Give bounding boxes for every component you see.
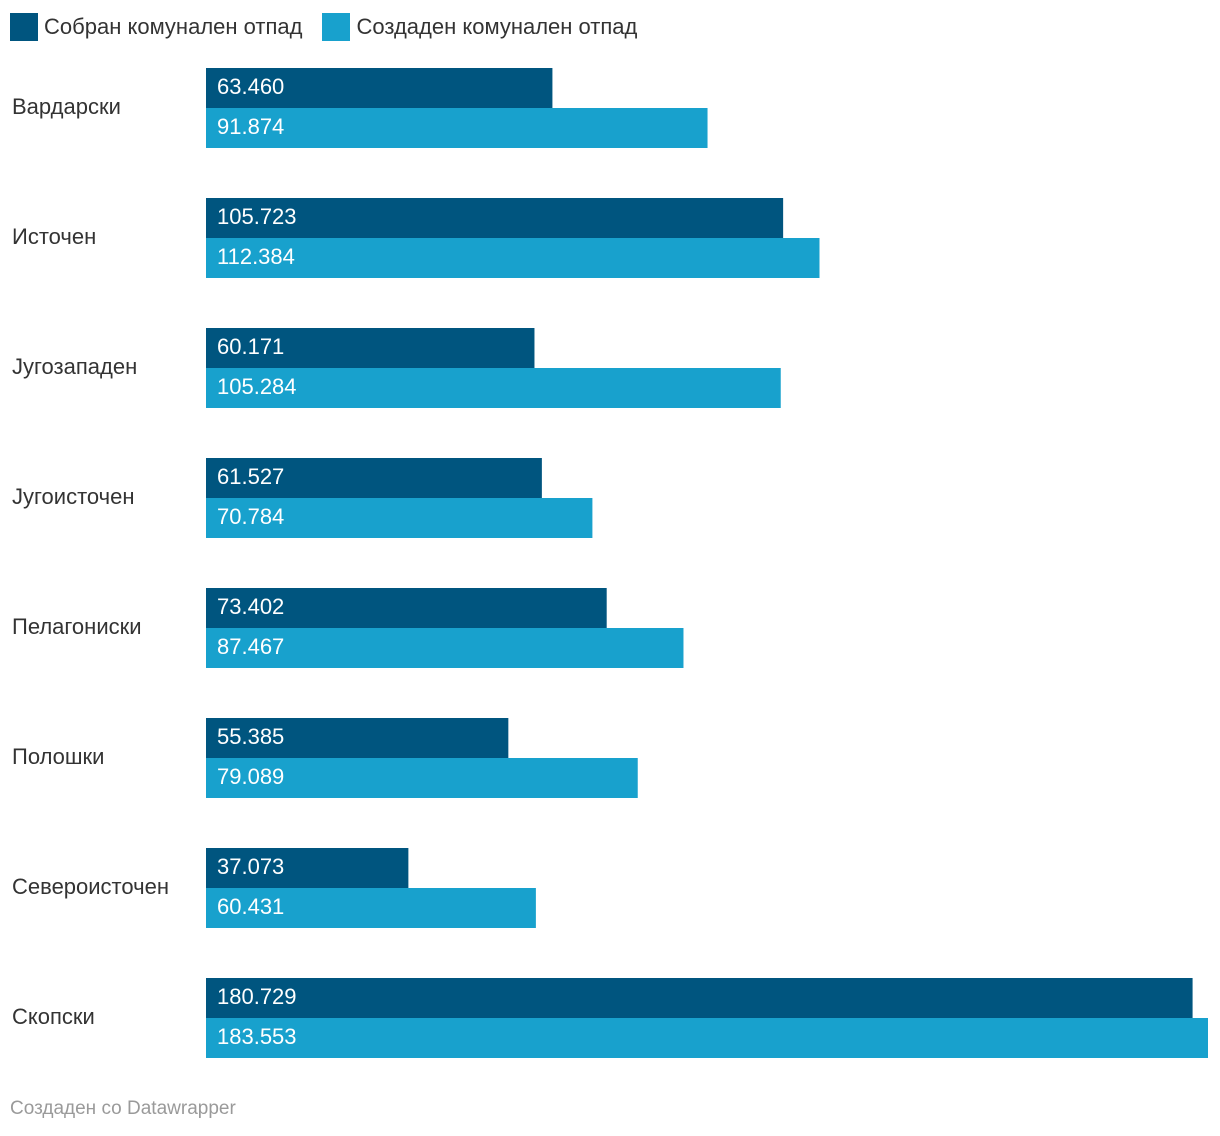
value-label-collected: 37.073	[217, 854, 284, 879]
bar-collected	[206, 718, 509, 758]
bar-generated	[206, 888, 536, 928]
category-label: Скопски	[12, 1004, 95, 1029]
bar-collected	[206, 458, 542, 498]
value-label-generated: 87.467	[217, 634, 284, 659]
value-label-generated: 91.874	[217, 114, 284, 139]
value-label-collected: 63.460	[217, 74, 284, 99]
bar-collected	[206, 198, 784, 238]
bar-generated	[206, 368, 781, 408]
value-label-generated: 60.431	[217, 894, 284, 919]
bar-collected	[206, 588, 607, 628]
value-label-generated: 112.384	[217, 244, 295, 269]
category-label: Источен	[12, 224, 96, 249]
legend: Собран комунален отпад Создаден комунале…	[10, 12, 657, 42]
value-label-collected: 61.527	[217, 464, 284, 489]
bar-generated	[206, 628, 684, 668]
legend-swatch-generated	[322, 13, 351, 41]
bar-chart: Вардарски 63.460 91.874 Источен 105.723 112.3…	[12, 68, 1208, 1058]
category-label: Североисточен	[12, 874, 169, 899]
bar-generated	[206, 238, 820, 278]
category-label: Вардарски	[12, 94, 121, 119]
bar-generated	[206, 1018, 1208, 1058]
category-label: Полошки	[12, 744, 104, 769]
bar-generated	[206, 758, 638, 798]
value-label-generated: 105.284	[217, 374, 297, 399]
value-label-generated: 79.089	[217, 764, 284, 789]
bar-collected	[206, 848, 409, 888]
footer-credit: Создаден со Datawrapper	[10, 1098, 236, 1119]
category-label: Југозападен	[12, 354, 137, 379]
legend-item-collected: Собран комунален отпад	[10, 13, 302, 41]
value-label-generated: 183.553	[217, 1024, 297, 1049]
bar-collected	[206, 68, 553, 108]
value-label-collected: 105.723	[217, 204, 297, 229]
value-label-collected: 180.729	[217, 984, 297, 1009]
value-label-collected: 55.385	[217, 724, 284, 749]
legend-item-generated: Создаден комунален отпад	[322, 13, 637, 41]
bar-collected	[206, 978, 1193, 1018]
category-label: Пелагониски	[12, 614, 142, 639]
legend-label-collected: Собран комунален отпад	[44, 14, 303, 39]
bar-collected	[206, 328, 535, 368]
bar-generated	[206, 498, 593, 538]
value-label-collected: 60.171	[217, 334, 284, 359]
legend-label-generated: Создаден комунален отпад	[356, 14, 638, 39]
value-label-generated: 70.784	[217, 504, 284, 529]
legend-swatch-collected	[10, 13, 38, 41]
bar-generated	[206, 108, 708, 148]
value-label-collected: 73.402	[217, 594, 284, 619]
category-label: Југоисточен	[12, 484, 135, 509]
